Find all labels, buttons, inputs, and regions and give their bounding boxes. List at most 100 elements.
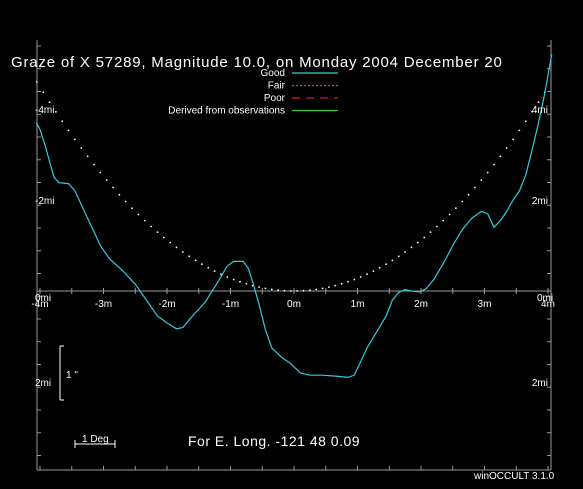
limit-dot xyxy=(296,290,299,292)
degree-scale-label: 1 Deg xyxy=(82,434,109,445)
limit-dot xyxy=(182,251,184,253)
limit-dot xyxy=(442,219,445,222)
series-lines xyxy=(35,54,553,379)
limit-dot xyxy=(328,286,330,288)
limit-dot xyxy=(86,155,89,158)
limit-dot xyxy=(423,236,426,239)
limit-dot xyxy=(486,171,489,174)
limit-dot xyxy=(169,241,172,244)
arcsec-scale: 1 " xyxy=(59,345,78,401)
limit-dot xyxy=(467,193,470,196)
limit-dot xyxy=(480,179,483,182)
limit-dot xyxy=(455,207,457,210)
legend-label: Derived from observations xyxy=(168,106,285,117)
degree-scale: 1 Deg xyxy=(74,434,116,448)
limit-dot xyxy=(505,147,508,149)
limit-dot xyxy=(118,193,121,196)
axes xyxy=(36,40,552,471)
y-right-label: 2mi xyxy=(532,378,548,389)
legend-label: Fair xyxy=(268,81,286,92)
y-right-label: 4mi xyxy=(532,105,548,116)
limit-dot xyxy=(347,280,349,283)
y-right-label: 2mi xyxy=(532,196,548,207)
x-tick-label: 4m xyxy=(541,299,555,310)
limit-dot xyxy=(461,200,464,203)
limit-dot xyxy=(258,286,260,288)
limit-dot xyxy=(366,273,368,276)
x-tick-label: -1m xyxy=(222,299,239,310)
limit-dot xyxy=(35,81,38,83)
right-edge-label: 0mi xyxy=(537,293,553,304)
limit-dot xyxy=(137,213,140,216)
limit-dot xyxy=(353,278,356,281)
limit-dot xyxy=(531,110,533,113)
limit-dot xyxy=(194,259,197,262)
limit-dot xyxy=(448,213,451,216)
limit-dot xyxy=(283,289,286,292)
limit-dot xyxy=(493,163,495,166)
limit-dot xyxy=(162,236,165,239)
limit-dot xyxy=(245,282,248,285)
limit-dot xyxy=(404,251,406,253)
limit-dot xyxy=(378,266,381,269)
y-left-label: 2mi xyxy=(35,378,51,389)
limit-dot xyxy=(385,263,387,266)
limit-dot xyxy=(105,179,108,182)
limit-dot xyxy=(429,231,432,234)
limit-dot xyxy=(232,278,235,281)
limit-dot xyxy=(321,287,324,290)
limit-dot xyxy=(80,147,83,149)
series-good-line xyxy=(35,54,553,379)
limit-dot xyxy=(67,129,70,132)
limit-dot xyxy=(391,259,394,262)
limit-dot xyxy=(93,163,95,166)
limit-dot xyxy=(334,284,337,287)
limit-dot xyxy=(537,101,540,104)
limit-dot xyxy=(150,225,153,228)
y-left-label: -4mi xyxy=(35,105,54,116)
limit-dot xyxy=(131,207,134,210)
x-tick-label: -2m xyxy=(158,299,175,310)
limit-dot xyxy=(201,263,203,266)
limit-dot xyxy=(499,155,502,158)
limit-line-dots xyxy=(35,81,546,292)
limit-dot xyxy=(74,138,76,141)
limit-dot xyxy=(61,120,64,123)
x-tick-label: -3m xyxy=(95,299,112,310)
chart-title: Graze of X 57289, Magnitude 10.0, on Mon… xyxy=(11,54,503,71)
x-tick-label: -4m xyxy=(31,299,48,310)
limit-dot xyxy=(315,288,318,291)
limit-dot xyxy=(55,110,57,113)
limit-dot xyxy=(270,288,273,291)
limit-dot xyxy=(156,231,159,234)
left-edge-label: 0mi xyxy=(35,293,51,304)
x-tick-label: 0m xyxy=(287,299,301,310)
limit-dot xyxy=(264,287,267,290)
y-left-label: -2mi xyxy=(35,196,54,207)
limit-dot xyxy=(397,255,400,258)
limit-dot xyxy=(42,91,45,94)
limit-dot xyxy=(340,282,343,285)
limit-dot xyxy=(99,171,102,174)
limit-dot xyxy=(175,246,178,249)
limit-dot xyxy=(410,246,413,249)
limit-dot xyxy=(48,101,51,104)
limit-dot xyxy=(143,219,146,222)
limit-dot xyxy=(416,241,419,244)
limit-dot xyxy=(524,120,527,123)
limit-dot xyxy=(112,186,114,189)
limit-dot xyxy=(512,138,514,141)
limit-dot xyxy=(213,270,216,272)
x-tick-label: 2m xyxy=(414,299,428,310)
limit-dot xyxy=(277,289,279,292)
limit-dot xyxy=(124,200,127,203)
limit-dot xyxy=(239,280,241,283)
limit-dot xyxy=(309,289,311,292)
limit-dot xyxy=(207,266,210,269)
limit-dot xyxy=(436,225,438,228)
limit-dot xyxy=(226,276,229,278)
software-watermark: winOCCULT 3.1.0 xyxy=(473,471,555,482)
longitude-footer: For E. Long. -121 48 0.09 xyxy=(188,433,360,449)
